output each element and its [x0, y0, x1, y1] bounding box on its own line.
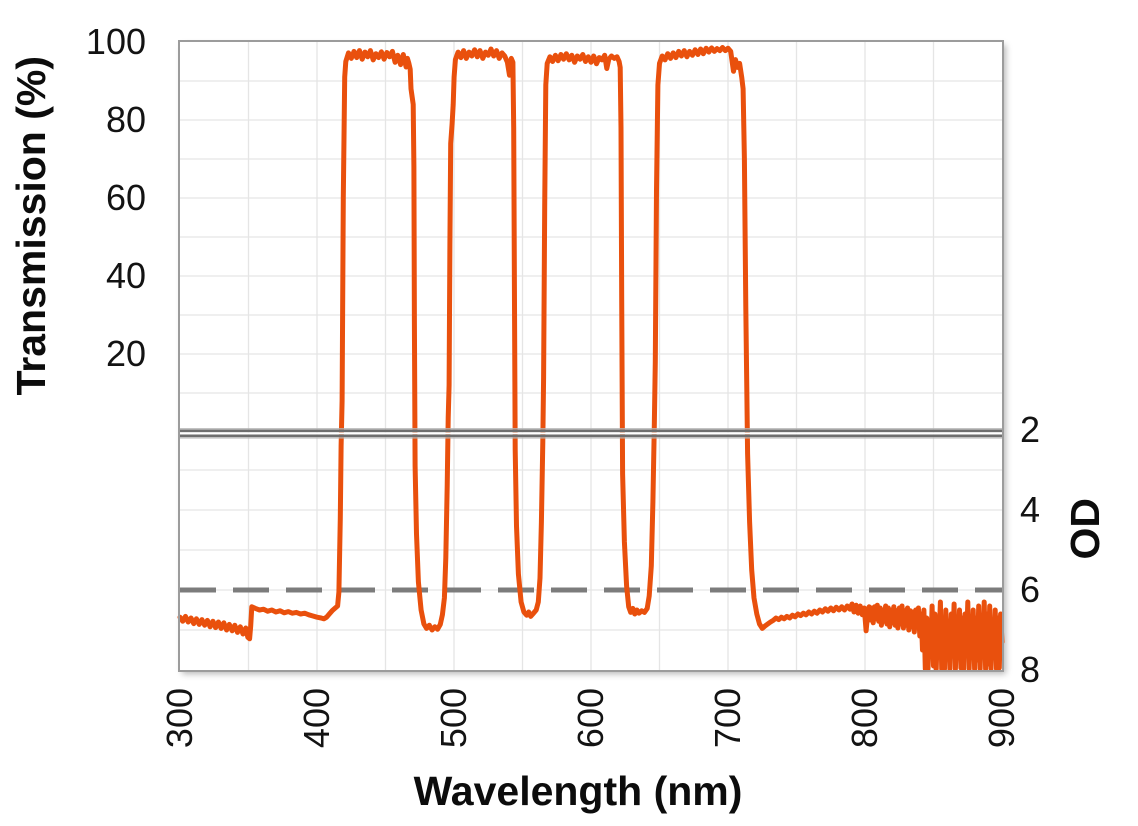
- axis-break-line: [178, 434, 1004, 438]
- wavelength-tick-label: 600: [570, 688, 611, 749]
- wavelength-tick-label: 400: [296, 688, 337, 749]
- wavelength-tick-label: 700: [707, 688, 748, 749]
- transmission-tick-label: 80: [105, 99, 146, 140]
- gridlines: [180, 42, 1002, 670]
- od-tick-label: 8: [1020, 649, 1041, 690]
- od-tick-label: 4: [1020, 489, 1041, 530]
- axis-break-line: [178, 437, 1004, 439]
- od-tick-label: 2: [1020, 409, 1041, 450]
- wavelength-tick-label: 800: [844, 688, 885, 749]
- spectrum-curve: [177, 45, 1005, 672]
- x-axis-title: Wavelength (nm): [413, 768, 743, 814]
- axis-break-line: [178, 429, 1004, 433]
- transmission-tick-label: 40: [105, 255, 146, 296]
- transmission-tick-label: 60: [105, 177, 146, 218]
- axis-break-line: [178, 432, 1004, 435]
- od-tick-label: 6: [1020, 569, 1041, 610]
- axis-break-line: [178, 428, 1004, 430]
- transmission-tick-label: 20: [105, 333, 146, 374]
- transmission-tick-label: 100: [85, 21, 146, 62]
- wavelength-tick-label: 900: [981, 688, 1022, 749]
- wavelength-tick-label: 500: [433, 688, 474, 749]
- plot-border: [178, 40, 1004, 672]
- wavelength-tick-label: 300: [159, 688, 200, 749]
